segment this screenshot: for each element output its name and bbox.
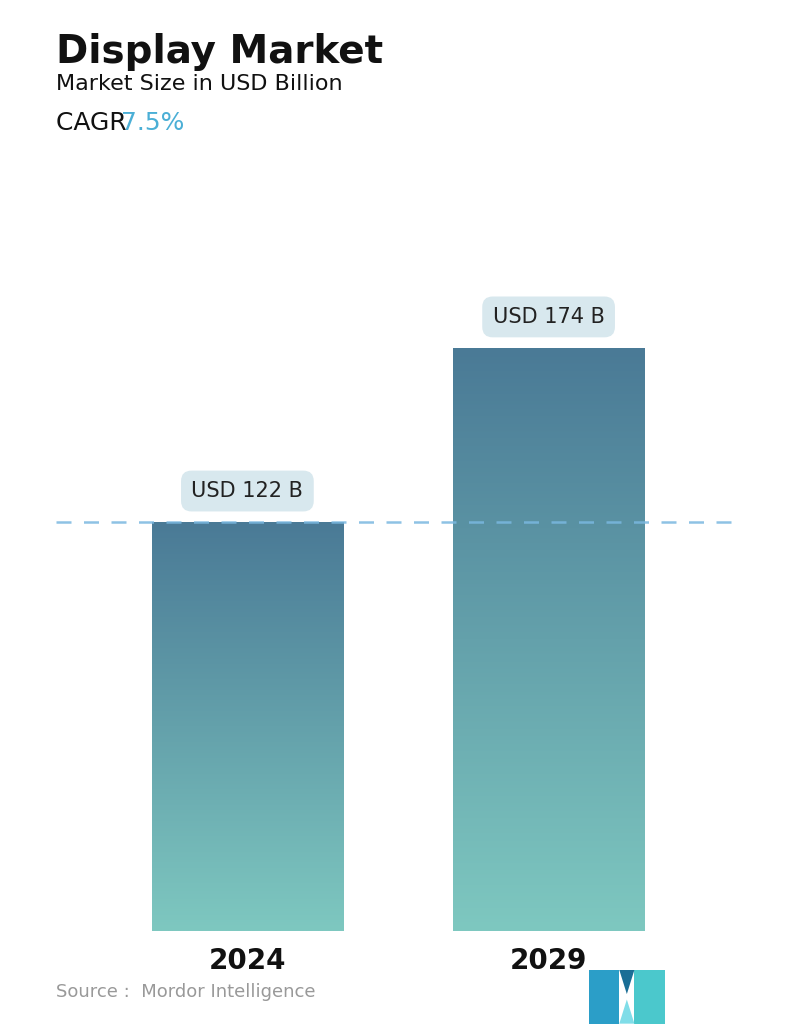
Text: USD 174 B: USD 174 B xyxy=(493,307,604,327)
Text: Display Market: Display Market xyxy=(56,33,383,71)
Polygon shape xyxy=(619,1000,634,1024)
Polygon shape xyxy=(619,970,634,994)
Text: Source :  Mordor Intelligence: Source : Mordor Intelligence xyxy=(56,983,315,1001)
Text: USD 122 B: USD 122 B xyxy=(192,481,303,501)
Polygon shape xyxy=(589,970,619,1024)
Polygon shape xyxy=(634,970,665,1024)
Text: 7.5%: 7.5% xyxy=(121,111,185,134)
Text: CAGR: CAGR xyxy=(56,111,135,134)
Text: Market Size in USD Billion: Market Size in USD Billion xyxy=(56,74,342,94)
